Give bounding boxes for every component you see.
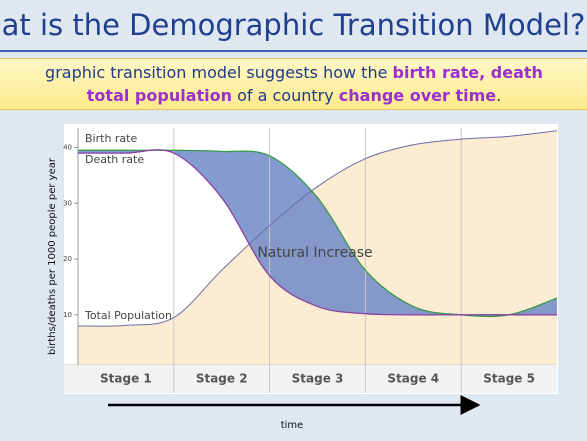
highlight-text: total population xyxy=(86,86,233,105)
highlight-text: change over time xyxy=(338,86,497,105)
series-label: Birth rate xyxy=(85,132,137,145)
series-label: Total Population xyxy=(84,309,172,322)
y-tick-label: 40 xyxy=(63,144,72,152)
natural-increase-area xyxy=(78,149,557,317)
stage-row xyxy=(64,365,557,393)
intro-text: graphic transition model suggests how th… xyxy=(45,63,393,82)
x-axis-label: time xyxy=(281,420,304,431)
intro-line: graphic transition model suggests how th… xyxy=(0,61,587,84)
annotation: Natural Increase xyxy=(257,245,372,261)
stage-label: Stage 5 xyxy=(483,372,535,386)
highlight-text: birth rate, death xyxy=(392,63,543,82)
stage-label: Stage 2 xyxy=(196,372,248,386)
title-rule xyxy=(0,50,587,52)
y-axis-label: births/deaths per 1000 people per year xyxy=(47,157,58,355)
stage-label: Stage 4 xyxy=(387,372,439,386)
series-label: Death rate xyxy=(85,153,144,166)
stage-label: Stage 3 xyxy=(292,372,344,386)
intro-box: graphic transition model suggests how th… xyxy=(0,58,587,110)
stage-label: Stage 1 xyxy=(100,372,152,386)
series-line xyxy=(77,130,558,327)
slide-title: at is the Demographic Transition Model? xyxy=(1,8,586,42)
series-line xyxy=(78,149,557,316)
y-tick-label: 30 xyxy=(63,199,72,207)
y-tick-label: 20 xyxy=(63,255,72,263)
intro-text: of a country xyxy=(232,86,339,105)
intro-text: . xyxy=(496,86,502,105)
y-tick-label: 10 xyxy=(63,311,72,319)
intro-line: total population of a country change ove… xyxy=(0,84,587,107)
